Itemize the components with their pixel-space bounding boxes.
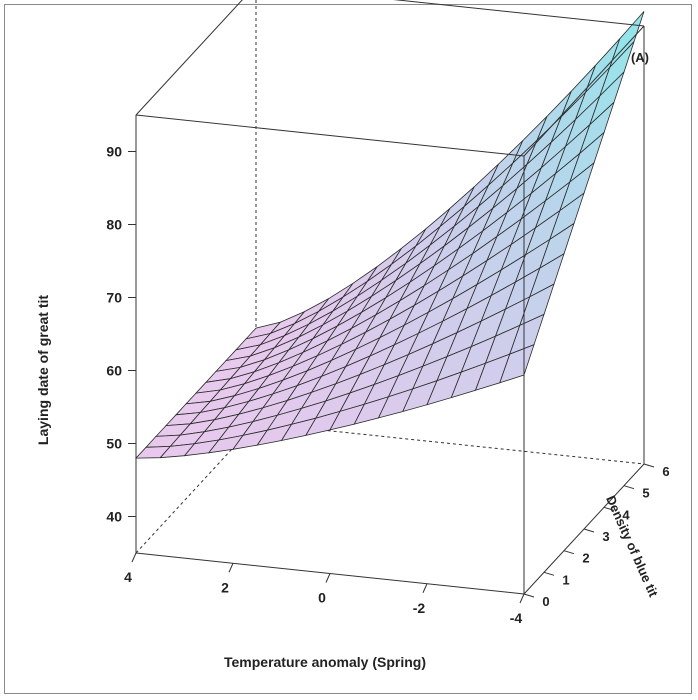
x-tick-mark <box>228 563 234 573</box>
box-edge <box>393 0 645 27</box>
y-tick-mark <box>543 571 555 576</box>
y-tick-label: 3 <box>602 529 609 544</box>
x-tick-label: 4 <box>124 569 132 585</box>
box-edge-back <box>255 422 645 465</box>
z-tick-label: 80 <box>106 217 122 233</box>
x-tick-label: 0 <box>318 590 326 606</box>
y-tick-mark <box>583 528 595 533</box>
x-tick-mark <box>325 573 331 583</box>
y-tick-label: 0 <box>542 594 549 609</box>
y-axis-title: Density of blue tit <box>603 493 661 599</box>
x-tick-label: -2 <box>413 600 426 616</box>
y-tick-label: 1 <box>562 572 569 587</box>
x-tick-label: -4 <box>510 610 523 626</box>
y-tick-label: 5 <box>642 486 649 501</box>
y-tick-label: 4 <box>622 507 630 522</box>
panel-label: (A) <box>631 50 649 65</box>
surface-mesh <box>135 11 645 459</box>
box-edge <box>135 114 525 157</box>
box-edge <box>523 25 645 157</box>
x-tick-mark <box>131 552 137 563</box>
y-tick-mark <box>643 463 655 468</box>
z-axis-title: Laying date of great tit <box>35 295 51 445</box>
figure-frame <box>4 4 692 694</box>
y-tick-mark <box>603 506 615 511</box>
x-tick-mark <box>519 593 525 604</box>
x-tick-label: 2 <box>221 579 229 595</box>
z-tick-label: 90 <box>106 144 122 160</box>
y-tick-mark <box>523 593 535 598</box>
z-tick-label: 40 <box>106 509 122 525</box>
y-tick-mark <box>623 485 635 490</box>
x-tick-mark <box>422 583 428 593</box>
box-edge <box>135 0 243 116</box>
x-axis-title: Temperature anomaly (Spring) <box>224 654 426 670</box>
y-tick-label: 6 <box>662 464 669 479</box>
z-tick-label: 70 <box>106 290 122 306</box>
z-tick-label: 50 <box>106 436 122 452</box>
surface-facet <box>499 344 535 384</box>
y-tick-label: 2 <box>582 551 589 566</box>
z-tick-label: 60 <box>106 363 122 379</box>
y-tick-mark <box>563 550 575 555</box>
